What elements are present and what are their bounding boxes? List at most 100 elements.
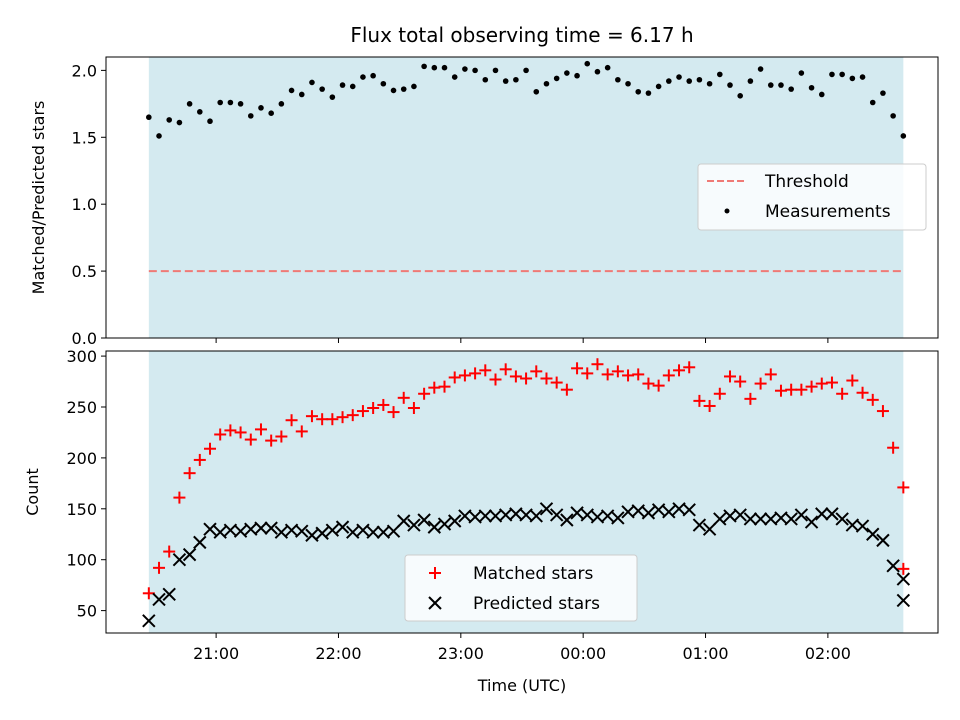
measurement-point <box>737 93 743 99</box>
matched-star-marker <box>581 367 594 380</box>
legend-matched-label: Matched stars <box>473 564 593 584</box>
x-tick-label: 22:00 <box>315 644 361 663</box>
measurement-point <box>615 76 621 83</box>
matched-star-marker <box>815 377 828 390</box>
predicted-star-marker <box>876 533 890 548</box>
bottom-y-ticks: 50 100 150 200 250 300 <box>66 347 106 621</box>
predicted-star-marker <box>580 508 594 522</box>
predicted-star-marker <box>274 525 289 539</box>
legend-predicted-label: Predicted stars <box>473 594 600 614</box>
predicted-star-marker <box>305 528 319 542</box>
predicted-star-marker <box>346 525 360 539</box>
matched-star-marker <box>662 369 675 382</box>
matched-star-marker <box>887 441 900 454</box>
matched-star-marker <box>418 387 431 400</box>
predicted-star-marker <box>193 535 207 550</box>
predicted-star-marker <box>896 593 911 608</box>
matched-star-marker <box>897 481 910 494</box>
predicted-star-marker <box>560 513 574 527</box>
predicted-star-marker <box>478 509 493 523</box>
y-tick-label: 100 <box>66 551 97 570</box>
predicted-star-marker <box>825 507 839 521</box>
predicted-star-marker <box>356 523 370 537</box>
measurement-point <box>462 66 468 72</box>
measurement-point <box>727 82 733 88</box>
predicted-star-marker <box>815 507 829 521</box>
matched-star-marker <box>591 358 604 371</box>
measurement-point <box>268 110 274 116</box>
measurement-point <box>604 64 611 71</box>
matched-star-marker <box>295 425 308 438</box>
matched-star-marker <box>326 413 339 426</box>
measurement-point <box>400 86 407 92</box>
measurement-point <box>564 70 570 76</box>
matched-star-marker <box>713 387 726 400</box>
matched-star-marker <box>673 364 686 377</box>
predicted-star-marker <box>142 614 156 628</box>
matched-star-marker <box>795 383 808 396</box>
matched-star-marker <box>866 393 879 406</box>
measurement-point <box>839 71 845 78</box>
predicted-star-marker <box>386 524 401 538</box>
top-legend: Threshold Measurements <box>697 163 927 231</box>
measurement-point <box>543 80 550 87</box>
measurement-point <box>237 101 244 107</box>
predicted-star-marker <box>366 525 380 539</box>
matched-star-marker <box>703 399 716 412</box>
measurement-point <box>217 99 223 106</box>
measurement-point <box>869 99 876 106</box>
y-tick-label: 50 <box>77 602 97 621</box>
matched-star-marker <box>377 398 390 411</box>
measurement-point <box>227 99 234 106</box>
measurement-point <box>625 80 631 87</box>
matched-star-marker <box>734 375 747 388</box>
measurement-point <box>829 71 835 78</box>
matched-star-marker <box>571 362 584 375</box>
predicted-star-marker <box>682 503 696 517</box>
matched-star-marker <box>367 402 380 415</box>
y-tick-label: 1.5 <box>72 128 97 147</box>
predicted-star-marker <box>600 509 615 523</box>
predicted-star-marker <box>702 522 717 536</box>
measurement-point <box>329 94 336 100</box>
measurement-point <box>390 87 397 94</box>
measurement-point <box>717 71 723 78</box>
x-axis-label: Time (UTC) <box>477 676 566 695</box>
measurement-point <box>492 67 499 74</box>
matched-star-marker <box>224 424 237 437</box>
bottom-y-axis-label: Count <box>23 468 42 516</box>
predicted-star-marker <box>325 523 340 537</box>
matched-star-marker <box>142 587 155 600</box>
measurement-point <box>849 75 856 82</box>
matched-star-marker <box>622 369 635 382</box>
matched-star-marker <box>560 383 573 396</box>
measurement-point <box>482 76 489 83</box>
predicted-star-marker <box>855 519 870 533</box>
matched-star-marker <box>458 369 471 382</box>
matched-star-marker <box>724 370 736 383</box>
matched-star-marker <box>754 377 767 390</box>
matched-star-marker <box>785 383 798 396</box>
y-tick-label: 0.0 <box>72 329 97 348</box>
top-y-ticks: 0.0 0.5 1.0 1.5 2.0 <box>72 61 106 348</box>
predicted-star-marker <box>611 511 625 525</box>
measurement-point <box>747 78 754 84</box>
predicted-star-marker <box>784 512 798 526</box>
y-tick-label: 150 <box>66 500 97 519</box>
matched-star-marker <box>438 380 451 393</box>
measurement-point <box>451 74 458 80</box>
measurement-point <box>258 105 264 111</box>
matched-star-marker <box>163 545 176 558</box>
predicted-star-marker <box>804 515 819 529</box>
measurement-point <box>156 133 162 139</box>
measurement-point <box>757 66 764 72</box>
matched-star-marker <box>387 406 400 419</box>
predicted-star-marker <box>641 506 656 520</box>
measurement-point <box>533 88 540 95</box>
matched-star-marker <box>805 380 818 393</box>
predicted-star-marker <box>427 520 442 534</box>
predicted-star-marker <box>315 526 329 540</box>
x-tick-label: 21:00 <box>193 644 239 663</box>
measurement-point <box>278 101 285 107</box>
predicted-star-marker <box>172 552 187 567</box>
